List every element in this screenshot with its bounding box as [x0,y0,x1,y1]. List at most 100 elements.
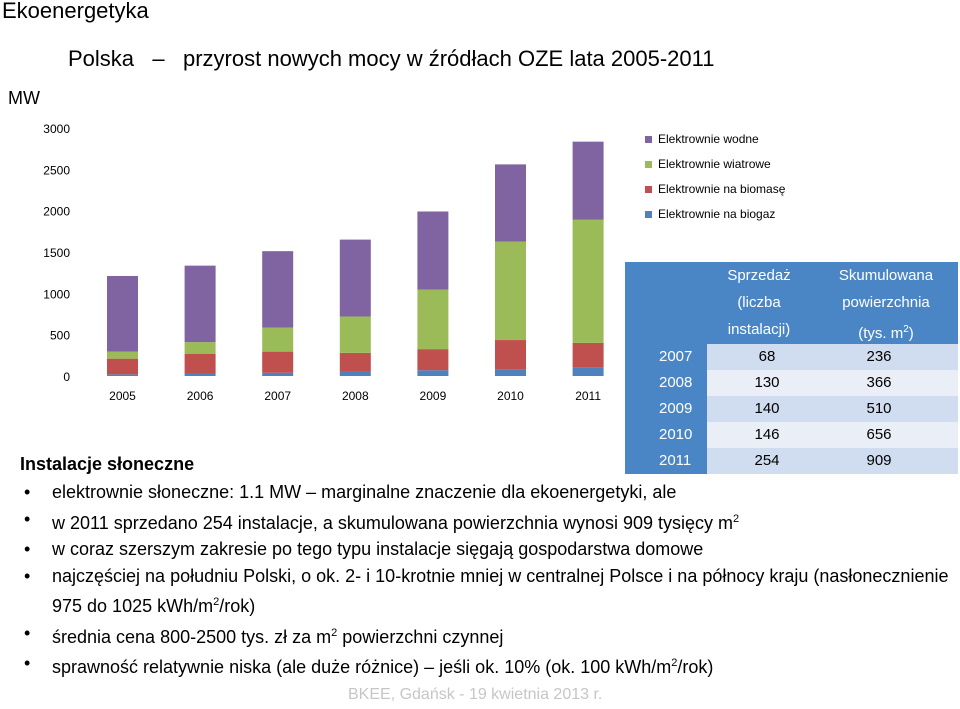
sales-value: 130 [754,374,780,391]
bullet-superscript: 2 [213,596,220,608]
bullet-text-after: /rok) [219,596,256,616]
bullet-text: najczęściej na południu Polski, o ok. 2-… [52,565,949,617]
legend-item: Elektrownie wodne [645,132,759,146]
bullet-item: • najczęściej na południu Polski, o ok. 2… [20,563,955,620]
bar-2011-elektrownie-wiatrowe [572,219,604,343]
bullet-text: w 2011 sprzedano 254 instalacje, a skumu… [52,512,734,533]
bullet-text: sprawność relatywnie niska (ale duże róż… [52,657,672,677]
bullet-item: • średnia cena 800-2500 tys. zł za m2 pow… [20,620,955,651]
table-row: 2008 130 366 [625,370,958,396]
bullet-superscript: 2 [733,512,740,525]
bar-2008-elektrownie-na-biogaz [339,371,371,376]
legend-item: Elektrownie wiatrowe [645,157,771,171]
header-area-close: ) [908,325,914,342]
table-year-cell [625,370,707,396]
legend-item: Elektrownie na biomasę [645,182,785,196]
bullet-list: • elektrownie słoneczne: 1.1 MW – margina… [20,479,955,681]
legend-item: Elektrownie na biogaz [645,207,775,221]
bullet-text: w coraz szerszym zakresie po tego typu i… [52,539,704,559]
bar-2010-elektrownie-wodne [495,164,526,242]
sales-value: 254 [754,452,780,469]
y-tick-label: 500 [50,329,70,343]
table-header-area: Skumulowana powierzchnia (tys. m2) [811,262,960,347]
bar-2008-elektrownie-wodne [339,239,371,317]
chart-title-country: Polska [68,46,135,71]
header-area-line-3: (tys. m2) [811,316,960,347]
bar-2005-elektrownie-na-biogaz [107,374,138,376]
legend-label: Elektrownie wiatrowe [658,157,771,171]
bar-2010-elektrownie-wiatrowe [495,241,526,341]
table-year-cell [625,396,707,422]
legend-label: Elektrownie wodne [658,132,759,146]
bullet-text-after: powierzchni czynnej [337,626,504,647]
sales-value: 146 [754,426,780,443]
bullet-marker: • [24,565,31,586]
chart-title-subject: przyrost nowych mocy w źródłach OZE lata… [182,46,715,71]
year-value: 2007 [659,348,693,365]
bar-2009-elektrownie-wodne [417,211,449,290]
bar-2005-elektrownie-wiatrowe [107,351,138,359]
table-row: 2007 68 236 [625,344,958,370]
bullet-item: • w coraz szerszym zakresie po tego typu … [20,536,955,563]
bar-2009-elektrownie-na-biogaz [417,370,449,376]
x-axis-ticks: 2005 2006 2007 2008 2009 2010 2011 [109,389,601,403]
legend-swatch [645,135,652,143]
year-value: 2008 [659,374,693,391]
year-value: 2009 [659,400,693,417]
header-area-sup: 2 [903,324,909,335]
legend-swatch [645,185,652,193]
bar-2009-elektrownie-wiatrowe [417,289,449,350]
header-area-line-1: Skumulowana [838,267,934,284]
bar-2011-elektrownie-na-biomas- [572,342,604,368]
chart-title-dash: – [152,46,165,71]
y-tick-label: 2500 [43,163,70,177]
x-tick-label: 2011 [575,389,601,403]
bullet-superscript: 2 [331,626,338,639]
header-sales-line-2: (liczba [737,294,781,311]
bullet-marker: • [24,482,31,502]
bar-2010-elektrownie-na-biogaz [495,369,526,376]
bullet-item: • w 2011 sprzedano 254 instalacje, a skum… [20,506,955,537]
y-axis-label: MW [8,88,40,108]
bullet-item: • elektrownie słoneczne: 1.1 MW – margina… [20,479,955,506]
bullet-item: • sprawność relatywnie niska (ale duże ró… [20,650,955,681]
bar-2007-elektrownie-na-biomas- [262,351,294,373]
bar-2008-elektrownie-na-biomas- [339,352,371,372]
table-header-sales: Sprzedaż (liczba instalacji) [695,262,823,343]
header-area-line-2: powierzchnia [842,294,930,311]
legend-swatch [645,160,652,168]
sales-value: 140 [754,400,780,417]
y-tick-label: 1500 [43,246,70,260]
bar-2006-elektrownie-wodne [184,265,216,343]
x-tick-label: 2009 [420,389,447,403]
bar-2006-elektrownie-wiatrowe [184,342,216,354]
bar-2007-elektrownie-wodne [262,251,294,328]
table-row: 2010 146 656 [625,422,958,448]
page-title: Ekoenergetyka [2,0,149,23]
bar-2005-elektrownie-na-biomas- [107,358,138,375]
bullet-text: średnia cena 800-2500 tys. zł za m [52,626,332,647]
bar-2007-elektrownie-wiatrowe [262,327,294,352]
bar-2010-elektrownie-na-biomas- [495,340,526,370]
x-tick-label: 2005 [109,389,136,403]
sales-value: 68 [758,348,776,365]
header-area-unit: (tys. m [858,325,904,342]
year-value: 2011 [659,452,692,469]
bar-2006-elektrownie-na-biogaz [184,373,216,376]
legend-swatch [645,210,652,218]
x-tick-label: 2007 [264,389,291,403]
bar-2011-elektrownie-na-biogaz [572,367,604,376]
y-tick-label: 3000 [43,122,70,136]
bullet-marker: • [24,508,31,529]
legend-label: Elektrownie na biogaz [658,207,776,221]
y-axis-ticks: 0 500 1000 1500 2000 2500 3000 [43,122,70,384]
area-value: 236 [866,348,892,365]
bullet-marker: • [24,622,31,643]
header-sales-line-1: Sprzedaż [727,267,791,284]
bars [107,141,604,376]
bullet-text: elektrownie słoneczne: 1.1 MW – marginal… [52,482,677,502]
bar-2008-elektrownie-wiatrowe [339,316,371,353]
bar-2005-elektrownie-wodne [107,275,138,352]
x-tick-label: 2010 [497,389,524,403]
